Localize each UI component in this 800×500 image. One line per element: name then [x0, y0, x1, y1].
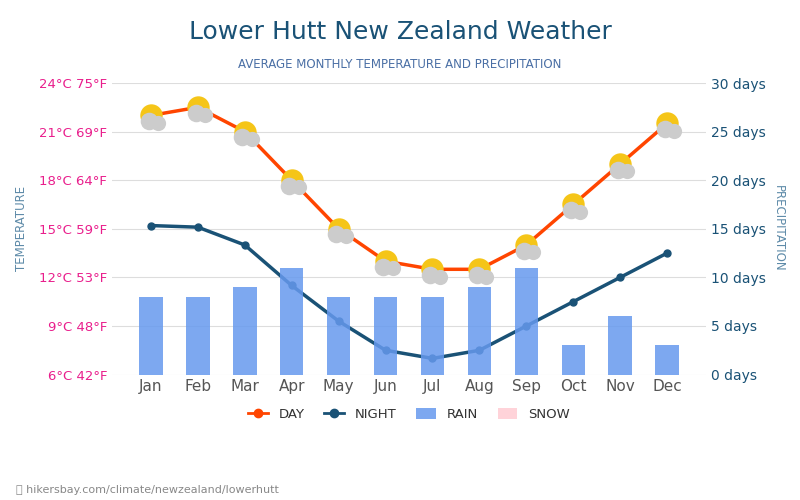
Point — [668, 127, 681, 135]
Point — [614, 160, 626, 168]
Legend: DAY, NIGHT, RAIN, SNOW: DAY, NIGHT, RAIN, SNOW — [243, 402, 575, 426]
Point — [145, 112, 158, 120]
Point — [386, 264, 399, 272]
Point — [236, 134, 249, 141]
Bar — [421, 297, 444, 374]
Point — [238, 128, 251, 136]
Bar — [374, 297, 398, 374]
Point — [658, 125, 671, 133]
Point — [189, 109, 202, 117]
Point — [611, 166, 624, 173]
Point — [151, 118, 164, 126]
Bar — [139, 297, 162, 374]
Bar — [186, 297, 210, 374]
Point — [621, 168, 634, 175]
Point — [292, 184, 305, 192]
Point — [518, 246, 530, 254]
Point — [470, 271, 483, 279]
Point — [565, 206, 578, 214]
Point — [433, 272, 446, 280]
Point — [246, 135, 258, 143]
Point — [142, 117, 155, 125]
Bar — [280, 268, 303, 374]
Point — [198, 110, 211, 118]
Point — [520, 241, 533, 249]
Bar — [468, 287, 491, 374]
Bar — [327, 297, 350, 374]
Bar — [514, 268, 538, 374]
Text: 📍 hikersbay.com/climate/newzealand/lowerhutt: 📍 hikersbay.com/climate/newzealand/lower… — [16, 485, 279, 495]
Point — [661, 120, 674, 128]
Y-axis label: PRECIPITATION: PRECIPITATION — [772, 186, 785, 272]
Bar — [233, 287, 257, 374]
Point — [283, 182, 296, 190]
Point — [332, 225, 345, 233]
Text: AVERAGE MONTHLY TEMPERATURE AND PRECIPITATION: AVERAGE MONTHLY TEMPERATURE AND PRECIPIT… — [238, 58, 562, 70]
Point — [379, 257, 392, 265]
Bar — [609, 316, 632, 374]
Point — [330, 230, 342, 238]
Bar — [562, 346, 585, 374]
Point — [377, 263, 390, 271]
Point — [574, 208, 586, 216]
Y-axis label: TEMPERATURE: TEMPERATURE — [15, 186, 28, 272]
Point — [567, 200, 580, 208]
Point — [339, 232, 352, 240]
Point — [527, 248, 540, 256]
Point — [424, 271, 437, 279]
Point — [191, 104, 204, 112]
Text: Lower Hutt New Zealand Weather: Lower Hutt New Zealand Weather — [189, 20, 611, 44]
Point — [426, 266, 439, 274]
Point — [286, 176, 298, 184]
Point — [480, 272, 493, 280]
Bar — [655, 346, 679, 374]
Point — [473, 266, 486, 274]
